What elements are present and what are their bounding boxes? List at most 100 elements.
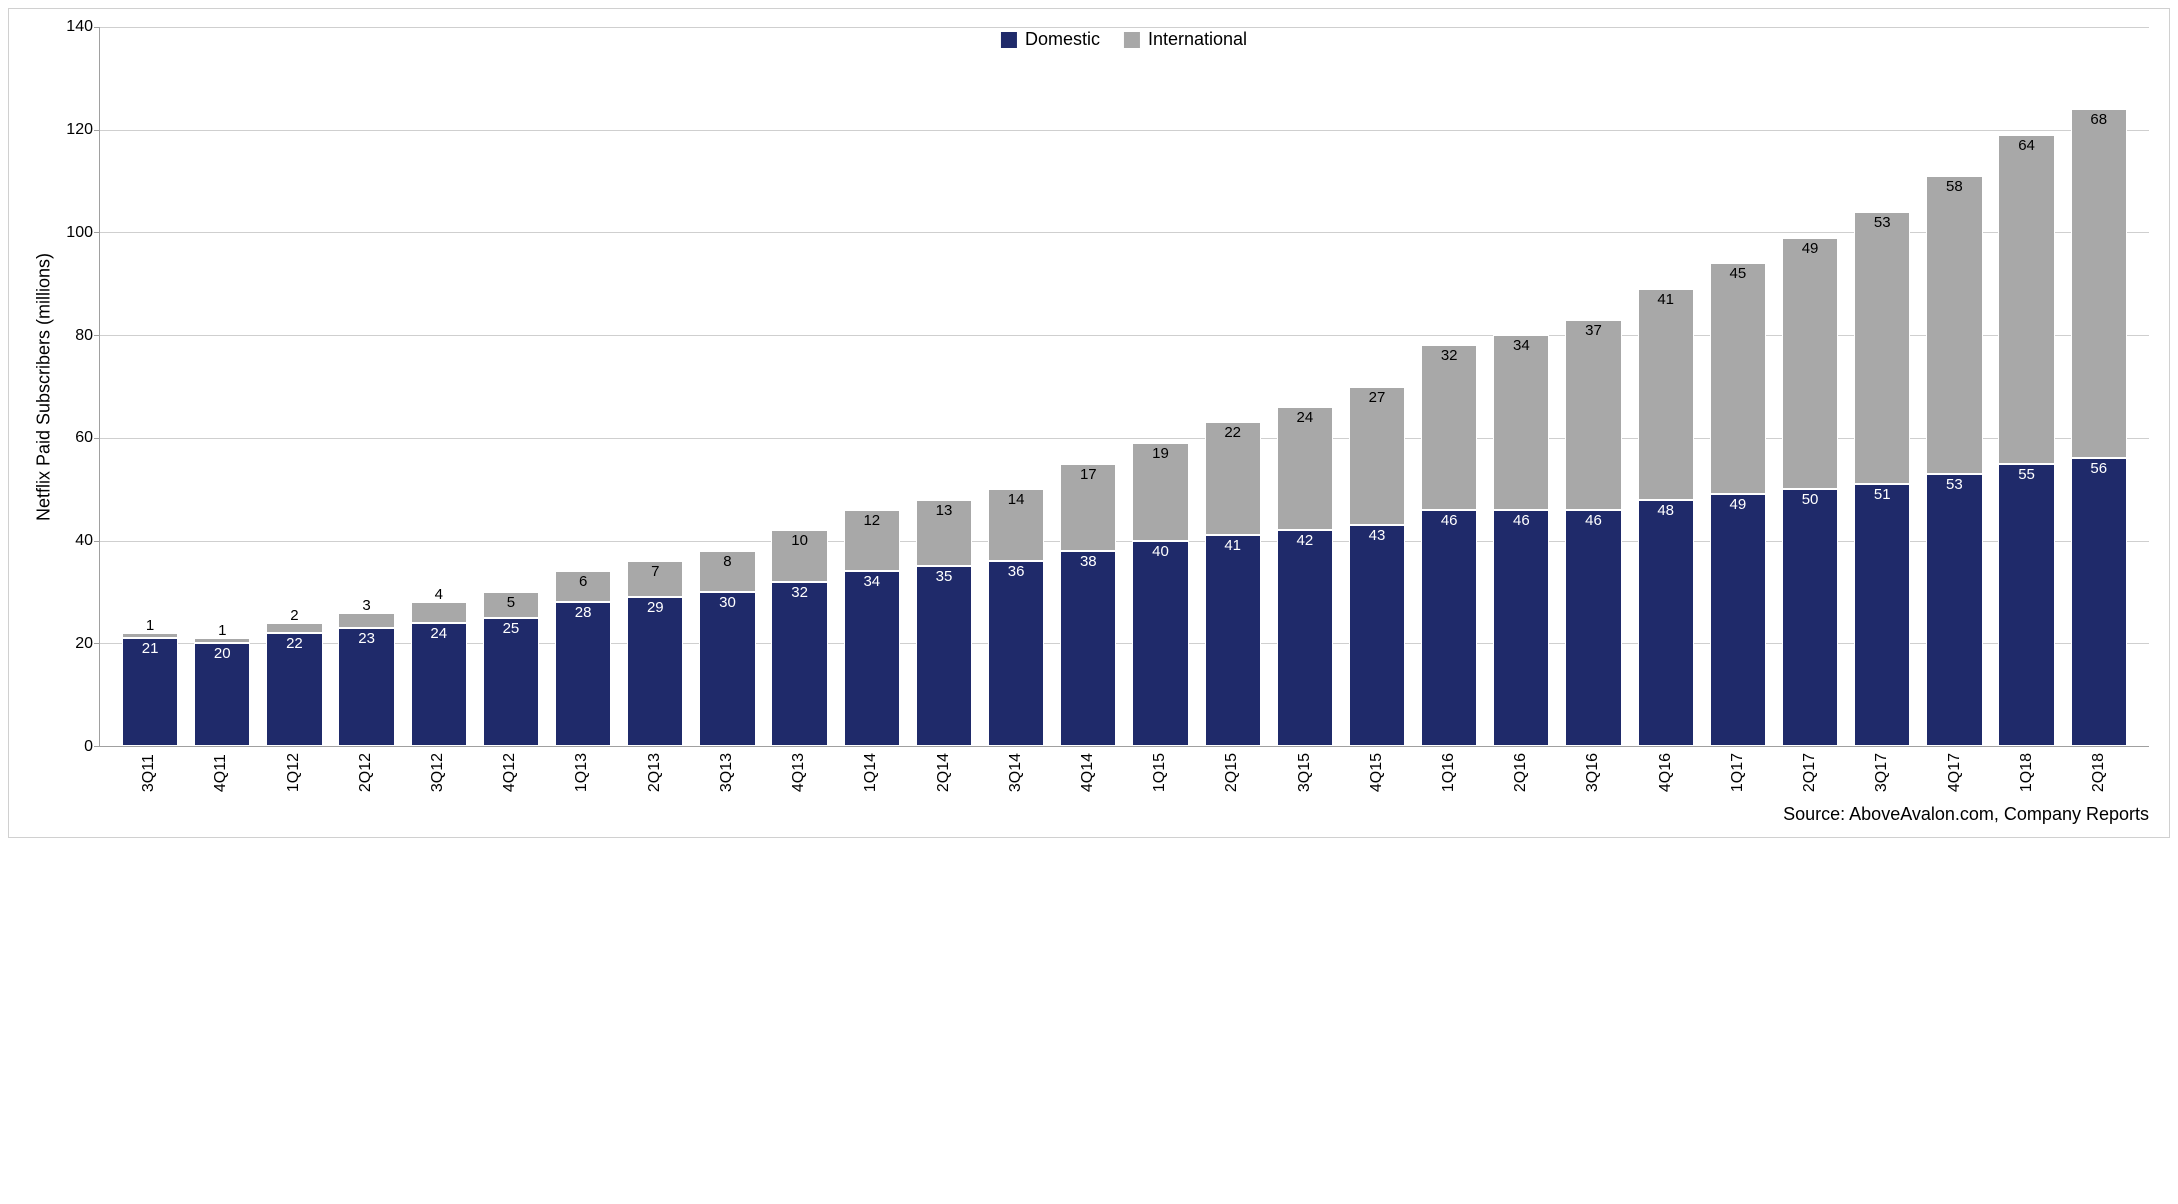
x-tick-label: 4Q16: [1657, 753, 1675, 794]
bar-segment-domestic: 51: [1854, 484, 1910, 746]
x-tick-label: 3Q12: [429, 753, 447, 794]
bar-segment-international: 10: [771, 530, 827, 581]
bar-value-domestic: 32: [791, 583, 808, 600]
x-tick-label: 3Q14: [1007, 753, 1025, 794]
bar-segment-domestic: 21: [122, 638, 178, 746]
bar-value-domestic: 36: [1008, 562, 1025, 579]
bar-segment-domestic: 24: [411, 623, 467, 746]
stacked-bar: 6 28: [555, 571, 611, 746]
bar-segment-domestic: 55: [1998, 464, 2054, 746]
bar-slot: 222: [258, 27, 330, 746]
stacked-bar: 3246: [1421, 345, 1477, 746]
bar-value-international: 49: [1802, 239, 1819, 256]
stacked-bar: 22 41: [1205, 422, 1261, 746]
bar-segment-domestic: 20: [194, 643, 250, 746]
bar-value-international: 8: [723, 552, 731, 569]
bar-segment-domestic: 34: [844, 571, 900, 746]
bar-value-international: 12: [863, 511, 880, 528]
bar-segment-domestic: 42: [1277, 530, 1333, 746]
bar-value-domestic: 34: [863, 572, 880, 589]
bar-segment-domestic: 48: [1638, 500, 1694, 747]
bar-segment-domestic: 53: [1926, 474, 1982, 746]
bar-slot: 4148: [1630, 27, 1702, 746]
x-tick: 4Q14: [1052, 753, 1124, 794]
x-tick-label: 1Q14: [862, 753, 880, 794]
stacked-bar: 424: [411, 602, 467, 746]
stacked-bar: 323: [338, 612, 394, 746]
x-tick: 1Q18: [1991, 753, 2063, 794]
bar-value-domestic: 40: [1152, 542, 1169, 559]
legend-label-domestic: Domestic: [1025, 29, 1100, 50]
x-tick-label: 2Q18: [2090, 753, 2108, 794]
y-axis-label: Netflix Paid Subscribers (millions): [34, 253, 55, 521]
bar-slot: 5351: [1846, 27, 1918, 746]
bar-segment-international: 14: [988, 489, 1044, 561]
bar-value-international: 27: [1369, 388, 1386, 405]
bar-value-international: 17: [1080, 465, 1097, 482]
bar-segment-domestic: 35: [916, 566, 972, 746]
stacked-bar: 121: [122, 633, 178, 746]
bar-value-domestic: 35: [936, 567, 953, 584]
bar-slot: 37 46: [1557, 27, 1629, 746]
bar-value-international: 37: [1585, 321, 1602, 338]
x-tick-label: 3Q15: [1296, 753, 1314, 794]
x-tick-label: 4Q14: [1079, 753, 1097, 794]
y-tick-label: 40: [75, 532, 93, 550]
bar-value-domestic: 55: [2018, 465, 2035, 482]
bar-segment-international: 53: [1854, 212, 1910, 484]
bar-segment-domestic: 28: [555, 602, 611, 746]
bar-value-domestic: 21: [142, 639, 159, 656]
bar-segment-domestic: 46: [1565, 510, 1621, 746]
bar-value-domestic: 53: [1946, 475, 1963, 492]
stacked-bar: 27 43: [1349, 387, 1405, 747]
x-tick: 3Q14: [980, 753, 1052, 794]
x-tick-label: 1Q18: [2018, 753, 2036, 794]
x-tick: 2Q12: [330, 753, 402, 794]
x-tick-label: 4Q17: [1946, 753, 1964, 794]
bar-value-international: 22: [1224, 423, 1241, 440]
y-tick-label: 100: [66, 224, 93, 242]
bar-segment-international: 68: [2071, 109, 2127, 458]
bar-segment-international: 5: [483, 592, 539, 618]
bar-value-international: 45: [1730, 264, 1747, 281]
bar-value-international: 64: [2018, 136, 2035, 153]
stacked-bar: 2442: [1277, 407, 1333, 746]
bar-segment-international: 7: [627, 561, 683, 597]
bar-slot: 323: [331, 27, 403, 746]
x-tick: 3Q11: [113, 753, 185, 794]
x-tick-label: 1Q16: [1440, 753, 1458, 794]
x-tick-label: 2Q15: [1223, 753, 1241, 794]
bar-value-international: 13: [936, 501, 953, 518]
bar-segment-international: 19: [1132, 443, 1188, 541]
x-tick-label: 3Q13: [718, 753, 736, 794]
bar-slot: 5853: [1918, 27, 1990, 746]
x-tick: 2Q15: [1196, 753, 1268, 794]
bar-slot: 8 30: [691, 27, 763, 746]
bar-value-domestic: 48: [1657, 501, 1674, 518]
x-tick: 1Q16: [1413, 753, 1485, 794]
x-tick-label: 1Q15: [1151, 753, 1169, 794]
stacked-bar: 5853: [1926, 176, 1982, 746]
bar-value-domestic: 24: [430, 624, 447, 641]
bar-slot: 6856: [2063, 27, 2135, 746]
bar-segment-domestic: 50: [1782, 489, 1838, 746]
bar-value-international: 1: [195, 621, 249, 638]
bar-value-international: 2: [267, 606, 321, 623]
bar-slot: 729: [619, 27, 691, 746]
x-tick: 1Q13: [546, 753, 618, 794]
bar-segment-domestic: 41: [1205, 535, 1261, 746]
bar-segment-domestic: 43: [1349, 525, 1405, 746]
bar-segment-domestic: 30: [699, 592, 755, 746]
x-tick-label: 2Q14: [935, 753, 953, 794]
bar-value-domestic: 30: [719, 593, 736, 610]
x-tick-label: 1Q17: [1729, 753, 1747, 794]
bar-slot: 3446: [1485, 27, 1557, 746]
y-tick-label: 0: [84, 738, 93, 756]
bar-segment-domestic: 32: [771, 582, 827, 746]
bar-value-international: 6: [579, 572, 587, 589]
stacked-bar: 37 46: [1565, 320, 1621, 746]
stacked-bar: 64 55: [1998, 135, 2054, 746]
x-tick: 2Q14: [907, 753, 979, 794]
bar-slot: 4549: [1702, 27, 1774, 746]
x-tick-label: 2Q16: [1512, 753, 1530, 794]
